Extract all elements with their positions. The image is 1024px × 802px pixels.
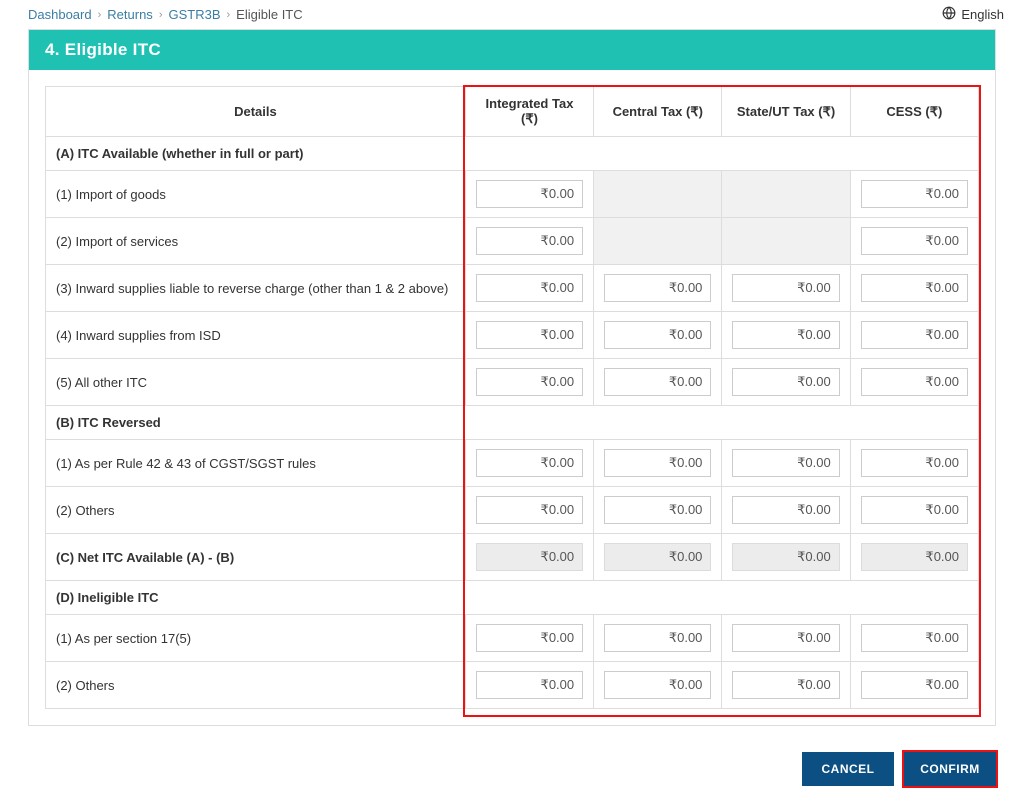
row-b2-label: (2) Others bbox=[46, 487, 466, 534]
breadcrumb-returns[interactable]: Returns bbox=[107, 7, 153, 22]
row-a1: (1) Import of goods bbox=[46, 171, 979, 218]
row-a5-sgst-input[interactable] bbox=[732, 368, 839, 396]
row-a2-sgst-disabled bbox=[722, 218, 850, 265]
panel-title: 4. Eligible ITC bbox=[29, 30, 995, 70]
col-central-tax: Central Tax (₹) bbox=[594, 87, 722, 137]
row-b2-igst-input[interactable] bbox=[476, 496, 583, 524]
row-b1-igst-input[interactable] bbox=[476, 449, 583, 477]
section-a-header: (A) ITC Available (whether in full or pa… bbox=[46, 137, 979, 171]
cancel-button[interactable]: CANCEL bbox=[802, 752, 894, 786]
breadcrumb-dashboard[interactable]: Dashboard bbox=[28, 7, 92, 22]
col-details: Details bbox=[46, 87, 466, 137]
breadcrumb: Dashboard › Returns › GSTR3B › Eligible … bbox=[28, 7, 303, 22]
section-d-label: (D) Ineligible ITC bbox=[46, 581, 979, 615]
row-a2-label: (2) Import of services bbox=[46, 218, 466, 265]
confirm-button[interactable]: CONFIRM bbox=[904, 752, 996, 786]
row-a1-igst-input[interactable] bbox=[476, 180, 583, 208]
row-d1-label: (1) As per section 17(5) bbox=[46, 615, 466, 662]
row-a1-label: (1) Import of goods bbox=[46, 171, 466, 218]
row-a5-label: (5) All other ITC bbox=[46, 359, 466, 406]
row-c-sgst bbox=[732, 543, 839, 571]
language-label: English bbox=[961, 7, 1004, 22]
row-a4: (4) Inward supplies from ISD bbox=[46, 312, 979, 359]
row-b2-cgst-input[interactable] bbox=[604, 496, 711, 524]
row-b2-sgst-input[interactable] bbox=[732, 496, 839, 524]
row-d1-cgst-input[interactable] bbox=[604, 624, 711, 652]
row-a3-cess-input[interactable] bbox=[861, 274, 968, 302]
row-d1: (1) As per section 17(5) bbox=[46, 615, 979, 662]
row-c-cgst bbox=[604, 543, 711, 571]
chevron-right-icon: › bbox=[225, 9, 233, 21]
row-a3-cgst-input[interactable] bbox=[604, 274, 711, 302]
section-c-row: (C) Net ITC Available (A) - (B) bbox=[46, 534, 979, 581]
row-a5-igst-input[interactable] bbox=[476, 368, 583, 396]
row-a4-label: (4) Inward supplies from ISD bbox=[46, 312, 466, 359]
row-a1-sgst-disabled bbox=[722, 171, 850, 218]
breadcrumb-current: Eligible ITC bbox=[236, 7, 302, 22]
chevron-right-icon: › bbox=[157, 9, 165, 21]
row-a2-igst-input[interactable] bbox=[476, 227, 583, 255]
eligible-itc-table: Details Integrated Tax (₹) Central Tax (… bbox=[45, 86, 979, 709]
row-d2-cess-input[interactable] bbox=[861, 671, 968, 699]
table-header-row: Details Integrated Tax (₹) Central Tax (… bbox=[46, 87, 979, 137]
row-a2-cgst-disabled bbox=[594, 218, 722, 265]
row-c-cess bbox=[861, 543, 968, 571]
breadcrumb-gstr3b[interactable]: GSTR3B bbox=[168, 7, 220, 22]
row-b1-sgst-input[interactable] bbox=[732, 449, 839, 477]
row-a4-cgst-input[interactable] bbox=[604, 321, 711, 349]
row-d2-label: (2) Others bbox=[46, 662, 466, 709]
section-a-label: (A) ITC Available (whether in full or pa… bbox=[46, 137, 979, 171]
row-d1-igst-input[interactable] bbox=[476, 624, 583, 652]
row-a5-cgst-input[interactable] bbox=[604, 368, 711, 396]
row-b2-cess-input[interactable] bbox=[861, 496, 968, 524]
row-b1-cess-input[interactable] bbox=[861, 449, 968, 477]
row-a2-cess-input[interactable] bbox=[861, 227, 968, 255]
row-a3-label: (3) Inward supplies liable to reverse ch… bbox=[46, 265, 466, 312]
eligible-itc-panel: 4. Eligible ITC Details Integrated Tax (… bbox=[28, 29, 996, 726]
row-a1-cess-input[interactable] bbox=[861, 180, 968, 208]
row-a4-sgst-input[interactable] bbox=[732, 321, 839, 349]
row-a1-cgst-disabled bbox=[594, 171, 722, 218]
row-b1-label: (1) As per Rule 42 & 43 of CGST/SGST rul… bbox=[46, 440, 466, 487]
section-d-header: (D) Ineligible ITC bbox=[46, 581, 979, 615]
row-a5-cess-input[interactable] bbox=[861, 368, 968, 396]
row-d2: (2) Others bbox=[46, 662, 979, 709]
row-a2: (2) Import of services bbox=[46, 218, 979, 265]
row-a5: (5) All other ITC bbox=[46, 359, 979, 406]
row-b2: (2) Others bbox=[46, 487, 979, 534]
section-c-label: (C) Net ITC Available (A) - (B) bbox=[46, 534, 466, 581]
chevron-right-icon: › bbox=[96, 9, 104, 21]
col-cess: CESS (₹) bbox=[850, 87, 978, 137]
col-state-ut-tax: State/UT Tax (₹) bbox=[722, 87, 850, 137]
section-b-label: (B) ITC Reversed bbox=[46, 406, 979, 440]
col-integrated-tax: Integrated Tax (₹) bbox=[465, 87, 593, 137]
row-a4-cess-input[interactable] bbox=[861, 321, 968, 349]
row-a4-igst-input[interactable] bbox=[476, 321, 583, 349]
row-a3: (3) Inward supplies liable to reverse ch… bbox=[46, 265, 979, 312]
row-d2-igst-input[interactable] bbox=[476, 671, 583, 699]
row-b1: (1) As per Rule 42 & 43 of CGST/SGST rul… bbox=[46, 440, 979, 487]
row-a3-igst-input[interactable] bbox=[476, 274, 583, 302]
language-selector[interactable]: English bbox=[942, 6, 1004, 23]
section-b-header: (B) ITC Reversed bbox=[46, 406, 979, 440]
globe-icon bbox=[942, 6, 956, 23]
row-d2-sgst-input[interactable] bbox=[732, 671, 839, 699]
row-d2-cgst-input[interactable] bbox=[604, 671, 711, 699]
row-a3-sgst-input[interactable] bbox=[732, 274, 839, 302]
row-d1-sgst-input[interactable] bbox=[732, 624, 839, 652]
row-b1-cgst-input[interactable] bbox=[604, 449, 711, 477]
row-d1-cess-input[interactable] bbox=[861, 624, 968, 652]
row-c-igst bbox=[476, 543, 583, 571]
